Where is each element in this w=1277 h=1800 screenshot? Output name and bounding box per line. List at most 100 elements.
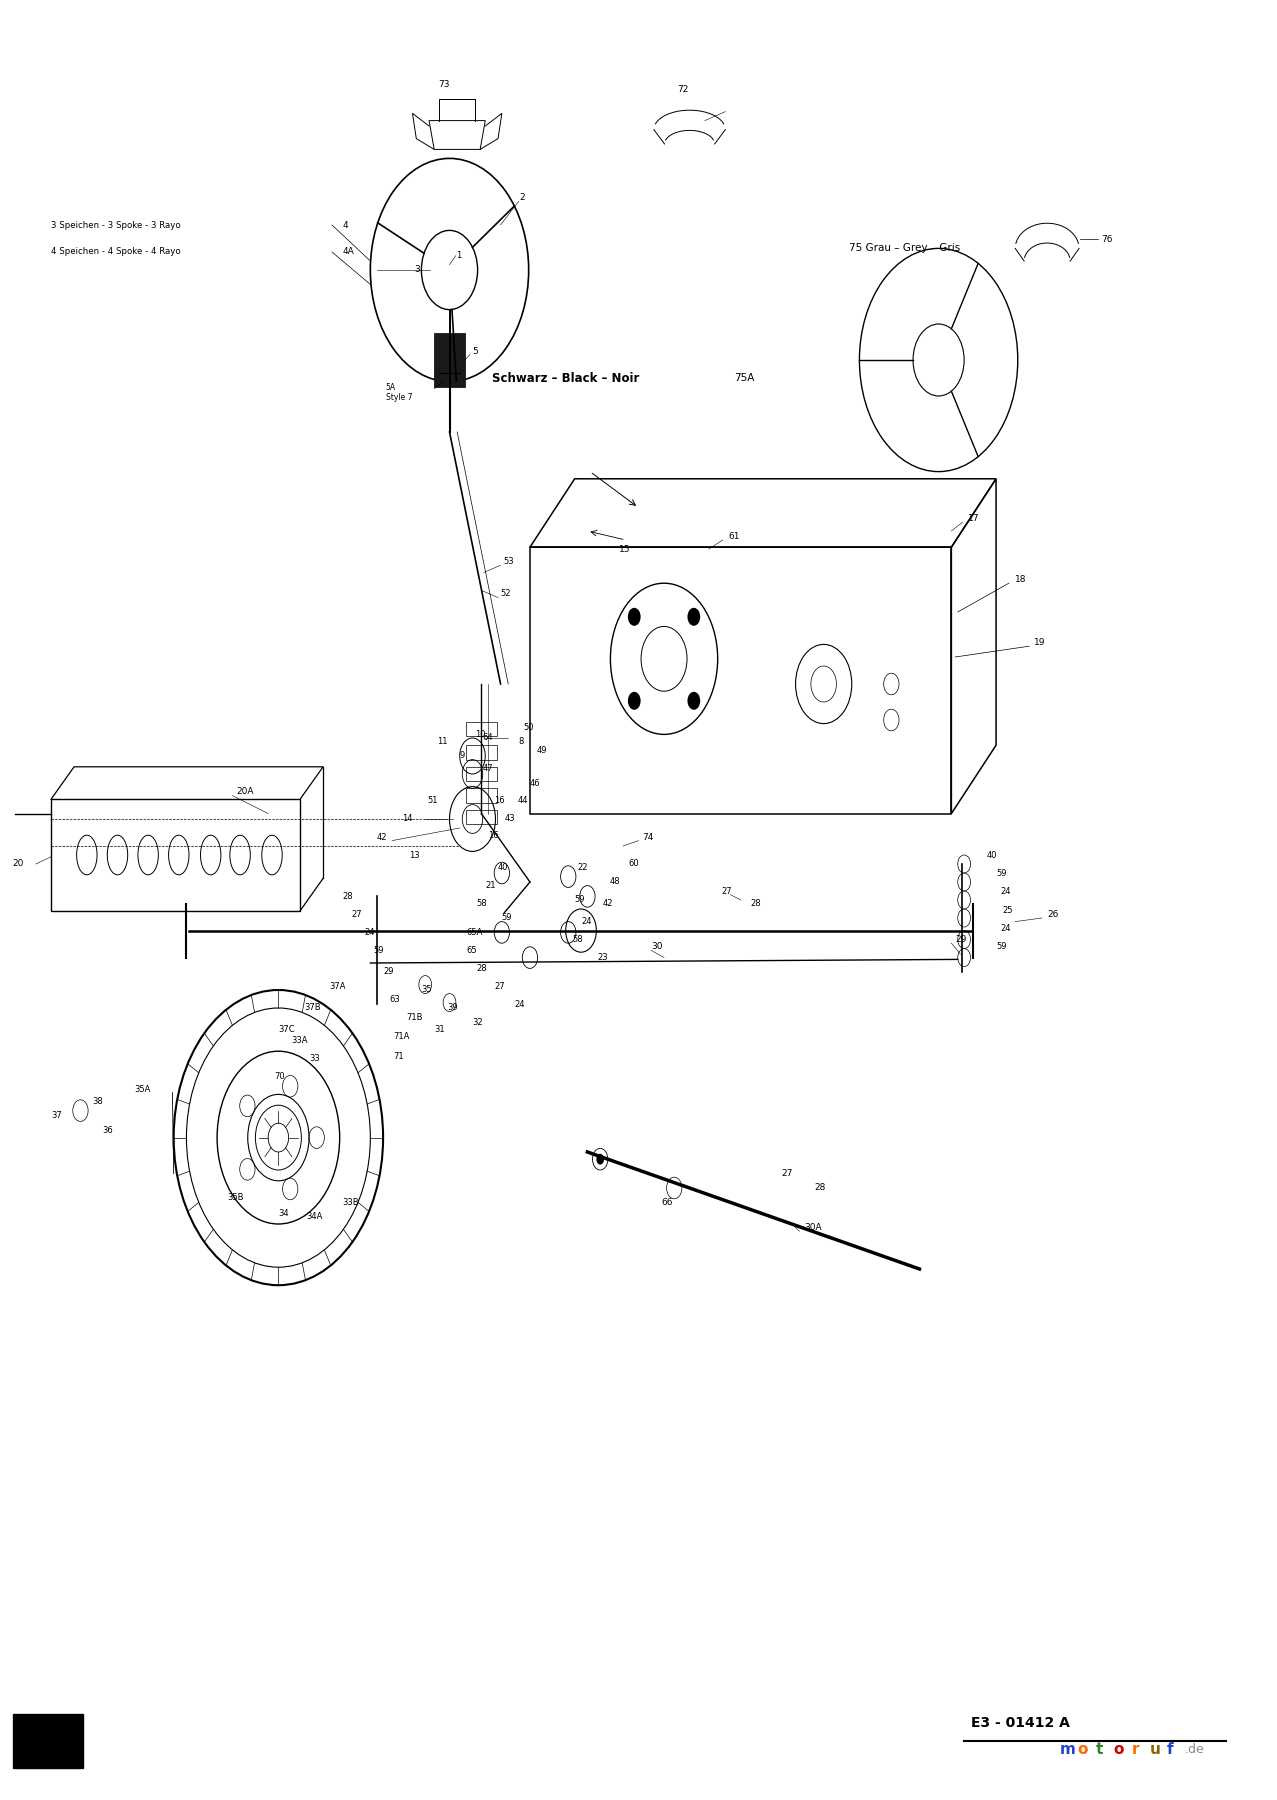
Text: 18: 18 [1015,574,1027,583]
Text: 52: 52 [501,590,511,598]
Text: 39: 39 [447,1004,457,1012]
Text: 65A: 65A [466,929,483,936]
Text: 59: 59 [996,869,1006,878]
Text: 20A: 20A [236,787,254,796]
Text: 10: 10 [475,731,485,740]
Text: m: m [1060,1742,1075,1757]
Text: 59: 59 [502,914,512,922]
Text: o: o [1114,1742,1124,1757]
Text: 74: 74 [642,832,654,842]
Text: 40: 40 [498,864,508,873]
Text: 33B: 33B [342,1199,359,1206]
Text: 51: 51 [428,796,438,805]
Text: 27: 27 [494,983,504,990]
Text: 23: 23 [598,954,608,961]
Text: 37: 37 [51,1111,61,1120]
Text: 28: 28 [342,891,352,900]
Text: t: t [1096,1742,1103,1757]
Bar [530,547,951,814]
Text: 47: 47 [483,765,493,774]
Text: 59: 59 [575,896,585,904]
Text: 11: 11 [437,738,447,747]
Text: 19: 19 [1034,637,1046,646]
Text: .de: .de [1185,1742,1204,1757]
Text: 48: 48 [609,878,619,887]
Text: 3 Speichen - 3 Spoke - 3 Rayo: 3 Speichen - 3 Spoke - 3 Rayo [51,221,181,229]
Text: u: u [1149,1742,1161,1757]
Text: 30: 30 [651,943,663,950]
Circle shape [687,608,700,626]
Text: 31: 31 [434,1026,444,1033]
Text: 14: 14 [402,814,412,823]
Text: 72: 72 [678,85,688,94]
Text: 64: 64 [483,734,493,742]
Text: 24: 24 [515,1001,525,1008]
Bar [466,788,497,803]
Text: 21: 21 [485,882,495,891]
Text: 44: 44 [517,796,527,805]
Text: 27: 27 [351,911,361,918]
Text: 35: 35 [421,986,432,994]
Text: 70: 70 [275,1071,285,1080]
Text: 28: 28 [751,900,761,907]
Text: 36: 36 [102,1127,112,1136]
Circle shape [628,608,641,626]
Text: 27: 27 [782,1170,793,1179]
Text: 38: 38 [92,1096,102,1105]
Text: 20: 20 [13,860,24,869]
Text: 42: 42 [603,900,613,907]
Text: 24: 24 [1000,887,1010,896]
Text: 66: 66 [661,1199,673,1206]
Text: 34: 34 [278,1210,289,1217]
Text: f: f [1167,1742,1174,1757]
Text: 30A: 30A [805,1224,822,1231]
Text: 63: 63 [389,994,400,1004]
Text: 76: 76 [1101,236,1112,245]
Text: 59: 59 [996,943,1006,950]
Bar [51,799,300,911]
Text: 75A: 75A [734,373,755,383]
Text: 71: 71 [393,1051,404,1062]
Text: o: o [1078,1742,1088,1757]
Circle shape [628,691,641,709]
Text: 5: 5 [472,346,479,356]
Text: 75 Grau – Grey – Gris: 75 Grau – Grey – Gris [849,243,960,254]
Text: 33A: 33A [291,1037,308,1044]
Text: 4 Speichen - 4 Spoke - 4 Rayo: 4 Speichen - 4 Spoke - 4 Rayo [51,247,181,256]
Text: 1: 1 [456,252,461,261]
Text: 65: 65 [466,947,476,954]
Text: 73: 73 [438,79,451,88]
Text: 71A: 71A [393,1033,410,1040]
Text: 35A: 35A [134,1084,151,1093]
Text: 15: 15 [619,544,631,554]
Text: 13: 13 [409,851,419,860]
Text: 37C: 37C [278,1026,295,1033]
Text: 71B: 71B [406,1012,423,1022]
Text: 37A: 37A [329,983,346,990]
Text: 17: 17 [968,515,979,524]
Text: 50: 50 [524,724,534,731]
Text: 29: 29 [383,968,393,976]
Text: 53: 53 [503,558,513,565]
Text: 42: 42 [377,832,387,842]
Text: 16: 16 [494,796,504,805]
Text: 4: 4 [342,221,347,229]
Text: 27: 27 [722,887,732,896]
Text: 40: 40 [987,851,997,860]
Text: 43: 43 [504,814,515,823]
Text: r: r [1131,1742,1139,1757]
Text: 16: 16 [488,830,498,839]
Text: 2: 2 [520,194,525,203]
Text: 35B: 35B [227,1192,244,1202]
Bar [466,810,497,824]
Bar [466,745,497,760]
Text: 8: 8 [518,738,524,747]
Text: 61: 61 [728,533,739,542]
Text: 34A: 34A [306,1213,323,1220]
Text: 26: 26 [1047,911,1059,918]
Text: 60: 60 [628,860,638,869]
Text: 33: 33 [309,1055,319,1062]
Text: 4A: 4A [342,247,354,256]
Text: 32: 32 [472,1019,483,1026]
Text: 59: 59 [373,947,383,954]
